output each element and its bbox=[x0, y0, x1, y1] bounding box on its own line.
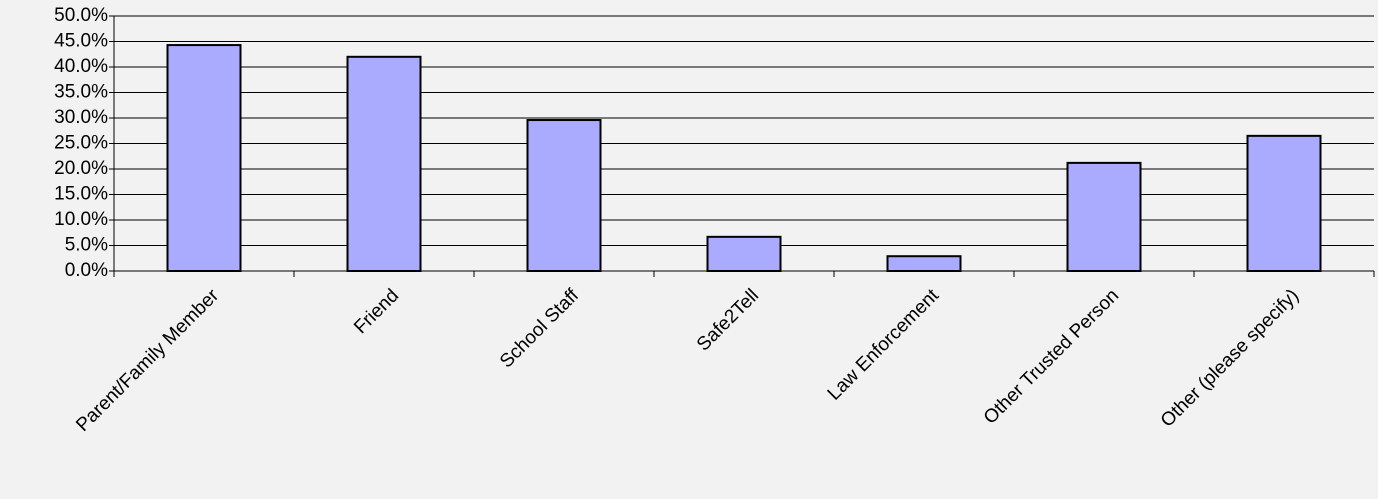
y-tick-label: 15.0% bbox=[54, 184, 108, 205]
y-tick-label: 30.0% bbox=[54, 107, 108, 128]
y-tick-label: 20.0% bbox=[54, 158, 108, 179]
y-tick-label: 25.0% bbox=[54, 133, 108, 154]
bar bbox=[706, 235, 782, 272]
bar bbox=[886, 255, 962, 272]
y-tick-label: 45.0% bbox=[54, 31, 108, 52]
bar bbox=[1066, 161, 1142, 273]
bar bbox=[526, 119, 602, 273]
y-tick-label: 10.0% bbox=[54, 209, 108, 230]
bar bbox=[166, 44, 242, 272]
bar bbox=[346, 55, 422, 272]
y-tick-label: 0.0% bbox=[65, 260, 108, 281]
y-tick-label: 40.0% bbox=[54, 56, 108, 77]
bar bbox=[1246, 134, 1322, 272]
y-tick-label: 50.0% bbox=[54, 5, 108, 26]
y-tick-label: 35.0% bbox=[54, 82, 108, 103]
y-tick-label: 5.0% bbox=[65, 235, 108, 256]
